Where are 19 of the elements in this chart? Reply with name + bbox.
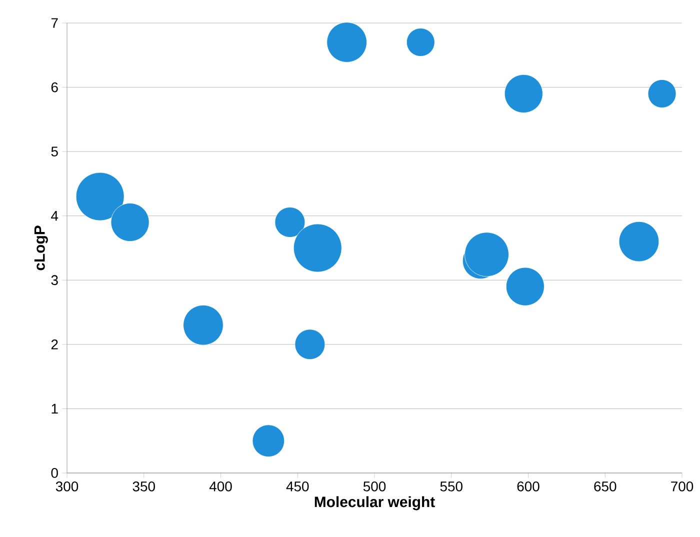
x-tick-label: 600	[517, 481, 540, 492]
x-tick-label: 700	[671, 481, 694, 492]
y-tick-label: 7	[51, 18, 58, 28]
x-axis-title: Molecular weight	[314, 496, 435, 510]
y-tick-label: 3	[51, 275, 58, 286]
x-tick-label: 500	[363, 481, 386, 492]
y-tick-label: 6	[51, 82, 58, 92]
x-tick-label: 350	[132, 481, 155, 492]
y-tick-label: 0	[51, 468, 58, 478]
x-tick-label: 300	[56, 481, 78, 492]
x-tick-label: 650	[594, 481, 616, 492]
y-tick-label: 1	[52, 404, 58, 414]
y-tick-label: 5	[51, 146, 58, 156]
x-tick-label: 450	[286, 481, 309, 492]
x-tick-label: 400	[209, 481, 232, 492]
y-tick-label: 2	[51, 340, 58, 350]
x-tick-label: 550	[440, 481, 462, 492]
y-axis-title: cLogP	[34, 226, 48, 270]
y-tick-label: 4	[51, 211, 58, 221]
